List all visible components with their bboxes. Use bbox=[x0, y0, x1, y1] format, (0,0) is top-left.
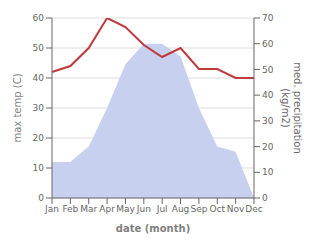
svg-text:70: 70 bbox=[262, 13, 274, 23]
svg-text:Oct: Oct bbox=[209, 204, 225, 214]
svg-text:date (month): date (month) bbox=[116, 223, 190, 234]
svg-text:Jul: Jul bbox=[156, 204, 168, 214]
svg-text:Mar: Mar bbox=[80, 204, 97, 214]
svg-text:50: 50 bbox=[262, 65, 274, 75]
svg-text:10: 10 bbox=[33, 163, 45, 173]
svg-text:20: 20 bbox=[33, 133, 45, 143]
svg-text:Sep: Sep bbox=[190, 204, 207, 214]
svg-text:Dec: Dec bbox=[245, 204, 262, 214]
svg-text:10: 10 bbox=[262, 167, 274, 177]
svg-text:Jun: Jun bbox=[136, 204, 151, 214]
svg-text:Apr: Apr bbox=[99, 204, 115, 214]
svg-text:0: 0 bbox=[38, 193, 44, 203]
svg-text:40: 40 bbox=[33, 73, 45, 83]
svg-text:30: 30 bbox=[262, 116, 274, 126]
svg-text:max temp (C): max temp (C) bbox=[12, 73, 23, 142]
svg-text:20: 20 bbox=[262, 142, 274, 152]
svg-text:Nov: Nov bbox=[227, 204, 245, 214]
svg-text:60: 60 bbox=[262, 39, 274, 49]
svg-text:0: 0 bbox=[262, 193, 268, 203]
svg-text:May: May bbox=[116, 204, 135, 214]
svg-text:med. precipitation(kg/m2): med. precipitation(kg/m2) bbox=[280, 62, 303, 154]
svg-text:50: 50 bbox=[33, 43, 45, 53]
svg-text:Aug: Aug bbox=[172, 204, 190, 214]
svg-text:40: 40 bbox=[262, 90, 274, 100]
svg-text:Jan: Jan bbox=[44, 204, 59, 214]
svg-text:30: 30 bbox=[33, 103, 45, 113]
svg-text:60: 60 bbox=[33, 13, 45, 23]
svg-text:Feb: Feb bbox=[62, 204, 78, 214]
